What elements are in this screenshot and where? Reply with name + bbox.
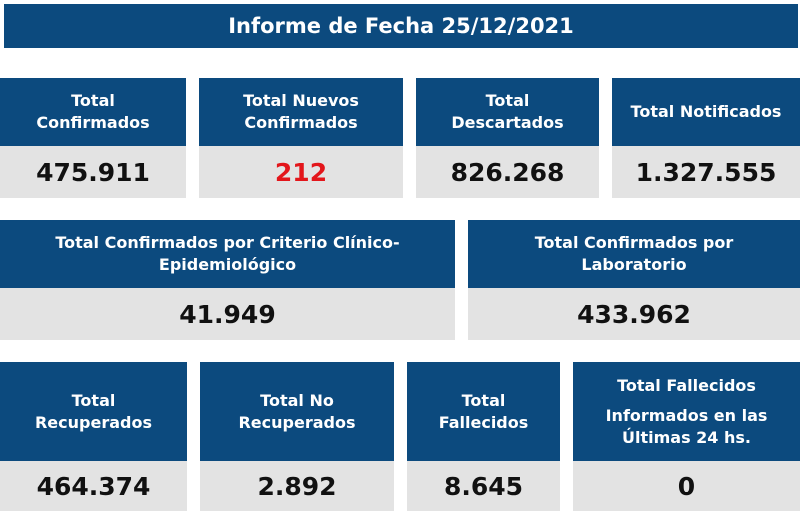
card-label: Total Confirmados por Criterio Clínico- [55,233,400,252]
card-label: Laboratorio [581,255,687,274]
card-header: Total Confirmados por Criterio Clínico- … [0,220,455,288]
card-confirmados-laboratorio: Total Confirmados por Laboratorio 433.96… [468,220,800,340]
card-confirmados-criterio-clinico: Total Confirmados por Criterio Clínico- … [0,220,455,340]
card-label: Recuperados [34,412,152,432]
card-label: Total [71,91,115,110]
card-header: Total Recuperados [0,362,187,461]
card-value: 8.645 [407,461,560,511]
card-header: Total No Recuperados [200,362,394,461]
card-value: 0 [573,461,800,511]
card-value: 2.892 [200,461,394,511]
card-value: 826.268 [416,146,599,198]
card-total-no-recuperados: Total No Recuperados 2.892 [200,362,394,511]
card-header: Total Notificados [612,78,800,146]
card-total-notificados: Total Notificados 1.327.555 [612,78,800,198]
card-label: Total No [260,390,334,410]
card-label: Total [71,390,116,410]
card-value: 1.327.555 [612,146,800,198]
report-title: Informe de Fecha 25/12/2021 [4,4,798,48]
card-label: Descartados [451,113,564,132]
card-label: Total Notificados [630,102,782,121]
card-header: Total Fallecidos [407,362,560,461]
card-label: Confirmados [244,113,358,132]
card-header: Total Descartados [416,78,599,146]
card-total-confirmados: Total Confirmados 475.911 [0,78,186,198]
card-value: 41.949 [0,288,455,340]
card-label: Epidemiológico [158,255,297,274]
card-header: Total Fallecidos Informados en las Últim… [573,362,800,461]
card-label: Total [461,390,506,410]
card-label: Total Nuevos [243,91,359,110]
card-label: Informados en las [605,405,768,425]
card-total-recuperados: Total Recuperados 464.374 [0,362,187,511]
card-label: Recuperados [238,412,356,432]
card-label: Total [485,91,530,110]
card-value: 212 [199,146,403,198]
card-total-descartados: Total Descartados 826.268 [416,78,599,198]
card-total-fallecidos: Total Fallecidos 8.645 [407,362,560,511]
card-label: Confirmados [36,113,150,132]
card-total-nuevos-confirmados: Total Nuevos Confirmados 212 [199,78,403,198]
card-header: Total Nuevos Confirmados [199,78,403,146]
card-value: 433.962 [468,288,800,340]
card-label: Fallecidos [438,412,529,432]
card-label: Total Fallecidos [617,375,756,395]
card-label: Últimas 24 hs. [622,427,751,447]
card-header: Total Confirmados por Laboratorio [468,220,800,288]
card-label: Total Confirmados por [534,233,734,252]
card-value: 475.911 [0,146,186,198]
card-header: Total Confirmados [0,78,186,146]
card-fallecidos-ultimas-24hs: Total Fallecidos Informados en las Últim… [573,362,800,511]
card-value: 464.374 [0,461,187,511]
